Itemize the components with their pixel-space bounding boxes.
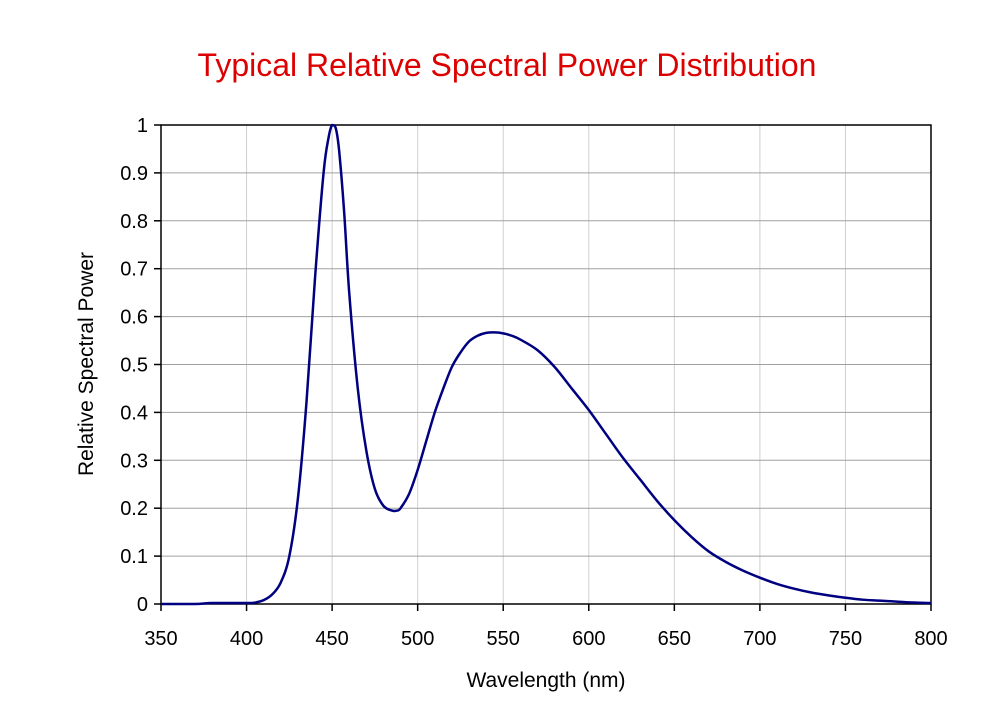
spectral-power-curve <box>161 123 932 606</box>
x-tick-label: 750 <box>829 628 862 650</box>
y-tick-label: 0.6 <box>120 307 148 329</box>
y-tick-label: 0.3 <box>120 450 148 472</box>
chart-title: Typical Relative Spectral Power Distribu… <box>198 47 817 83</box>
x-tick-label: 800 <box>914 628 947 650</box>
y-tick-label: 0.7 <box>120 259 148 281</box>
y-tick-label: 0.8 <box>120 211 148 233</box>
y-axis-label: Relative Spectral Power <box>75 252 98 476</box>
y-tick-label: 0.5 <box>120 355 148 377</box>
x-tick-label: 700 <box>743 628 776 650</box>
x-tick-label: 450 <box>315 628 348 650</box>
grid <box>161 125 931 604</box>
y-tick-label: 0.9 <box>120 163 148 185</box>
x-tick-label: 650 <box>658 628 691 650</box>
x-tick-label: 400 <box>230 628 263 650</box>
x-tick-label: 550 <box>487 628 520 650</box>
x-axis-label: Wavelength (nm) <box>466 669 625 692</box>
y-tick-label: 0 <box>137 594 148 616</box>
x-tick-label: 350 <box>144 628 177 650</box>
x-tick-label: 500 <box>401 628 434 650</box>
y-tick-label: 0.1 <box>120 546 148 568</box>
y-tick-label: 1 <box>137 115 148 137</box>
y-tick-label: 0.4 <box>120 402 148 424</box>
x-tick-label: 600 <box>572 628 605 650</box>
ticks: 350 400 450 500 550 600 650 700 750 800 0 0.1 0.2 0.3… <box>120 115 948 650</box>
y-tick-label: 0.2 <box>120 498 148 520</box>
